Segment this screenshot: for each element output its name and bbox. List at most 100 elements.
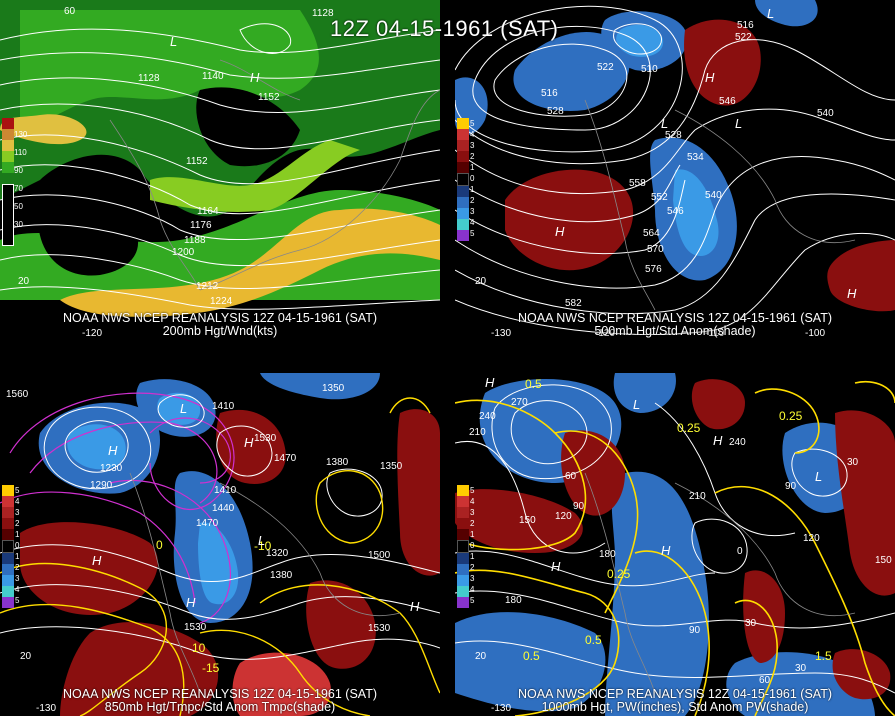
contour-label: 120 xyxy=(555,511,572,522)
map-1000mb xyxy=(455,373,895,716)
pw-label: 0.5 xyxy=(525,377,542,391)
contour-label: 1530 xyxy=(368,623,391,634)
contour-label: 240 xyxy=(479,411,496,422)
contour-label: 1230 xyxy=(100,463,123,474)
pw-label: 0.25 xyxy=(779,409,803,423)
high-marker: H xyxy=(410,599,420,614)
anomaly-colorbar xyxy=(457,118,469,241)
wind-shade-inner xyxy=(0,114,87,145)
contour-label: 90 xyxy=(785,481,797,492)
panel-200mb: 130 110 90 70 50 30 1128 1128 1140 1152 … xyxy=(0,0,440,340)
contour-label: 576 xyxy=(645,264,662,275)
longitude-label: -120 xyxy=(82,328,103,339)
contour-label: 528 xyxy=(665,130,682,141)
pw-label: 0.5 xyxy=(585,633,602,647)
contour-label: 270 xyxy=(511,397,528,408)
anom-negative-n xyxy=(613,373,676,413)
pw-label: 0.5 xyxy=(523,649,540,663)
pw-contours xyxy=(455,381,895,716)
anomaly-colorbar xyxy=(2,485,14,608)
contour-label: 534 xyxy=(687,152,704,163)
contour-label: 1530 xyxy=(254,433,277,444)
contour-label: 30 xyxy=(795,663,807,674)
latitude-label: 20 xyxy=(20,651,32,662)
anom-positive-w xyxy=(455,489,583,553)
low-marker: L xyxy=(767,6,775,21)
contour-label: 1530 xyxy=(184,622,207,633)
calm-region-ne xyxy=(196,87,300,167)
contour-label: 1560 xyxy=(6,389,29,400)
anom-positive-n xyxy=(691,379,745,430)
wind-colorbar-labels: 130 110 90 70 50 30 xyxy=(14,130,28,229)
high-marker: H xyxy=(244,435,254,450)
temperature-label: -15 xyxy=(202,661,220,675)
map-500mb xyxy=(455,0,895,340)
low-marker: L xyxy=(815,469,823,484)
anom-negative-n-core xyxy=(616,24,664,57)
contour-label: 516 xyxy=(737,20,754,31)
low-marker: L xyxy=(735,116,743,131)
contour-label: 540 xyxy=(705,190,722,201)
contour-label: 582 xyxy=(565,298,582,309)
height-contours xyxy=(455,384,895,694)
contour-label: 522 xyxy=(735,32,752,43)
map-title: 12Z 04-15-1961 (SAT) xyxy=(330,16,559,41)
contour-label: 150 xyxy=(875,555,892,566)
pw-label: 0.25 xyxy=(677,421,701,435)
height-contours xyxy=(0,23,440,310)
longitude-label: -130 xyxy=(491,328,512,339)
map-850mb xyxy=(0,373,440,716)
pw-label: 0.25 xyxy=(607,567,631,581)
contour-label: 90 xyxy=(573,501,585,512)
coastlines xyxy=(129,472,401,694)
high-marker: H xyxy=(250,70,260,85)
high-marker: H xyxy=(186,595,196,610)
contour-label: 240 xyxy=(729,437,746,448)
latitude-label: 20 xyxy=(475,276,487,287)
anom-positive-se xyxy=(827,240,895,312)
anom-positive-ne xyxy=(835,410,895,596)
temperature-label: -10 xyxy=(254,539,272,553)
low-marker: L xyxy=(661,116,669,131)
contour-label: 546 xyxy=(667,206,684,217)
anom-negative-central-core xyxy=(673,169,719,256)
high-marker: H xyxy=(713,433,723,448)
contour-label: 570 xyxy=(647,244,664,255)
contour-label: 1128 xyxy=(312,8,334,19)
coastlines xyxy=(584,472,856,694)
high-marker: H xyxy=(847,286,857,301)
wind-shade-jet xyxy=(60,208,440,317)
contour-label: 210 xyxy=(689,491,706,502)
contour-label: 1188 xyxy=(184,235,206,246)
contour-label: 1470 xyxy=(274,453,297,464)
longitude-label: -130 xyxy=(36,703,57,714)
contour-label: 210 xyxy=(469,427,486,438)
high-marker: H xyxy=(705,70,715,85)
anom-positive-s-core xyxy=(232,652,331,716)
latitude-label: 60 xyxy=(64,6,76,17)
anom-negative-ne xyxy=(260,373,380,400)
panel-source-caption: NOAA NWS NCEP REANALYSIS 12Z 04-15-1961 … xyxy=(62,687,377,701)
contour-label: 120 xyxy=(803,533,820,544)
high-marker: H xyxy=(108,443,118,458)
contour-label: 1140 xyxy=(202,71,224,82)
anom-positive-se xyxy=(832,649,891,700)
contour-label: 1128 xyxy=(138,73,160,84)
low-marker: L xyxy=(633,397,641,412)
contour-label: 1176 xyxy=(190,220,212,231)
low-marker: L xyxy=(180,401,188,416)
latitude-label: 20 xyxy=(475,651,487,662)
anom-positive-central xyxy=(561,430,625,516)
high-marker: H xyxy=(485,375,495,390)
contour-label: 546 xyxy=(719,96,736,107)
anom-positive-e xyxy=(397,409,440,576)
calm-region xyxy=(38,189,139,276)
temperature-label: 10 xyxy=(192,641,206,655)
anom-positive-s xyxy=(743,570,785,663)
coastlines xyxy=(584,99,856,311)
